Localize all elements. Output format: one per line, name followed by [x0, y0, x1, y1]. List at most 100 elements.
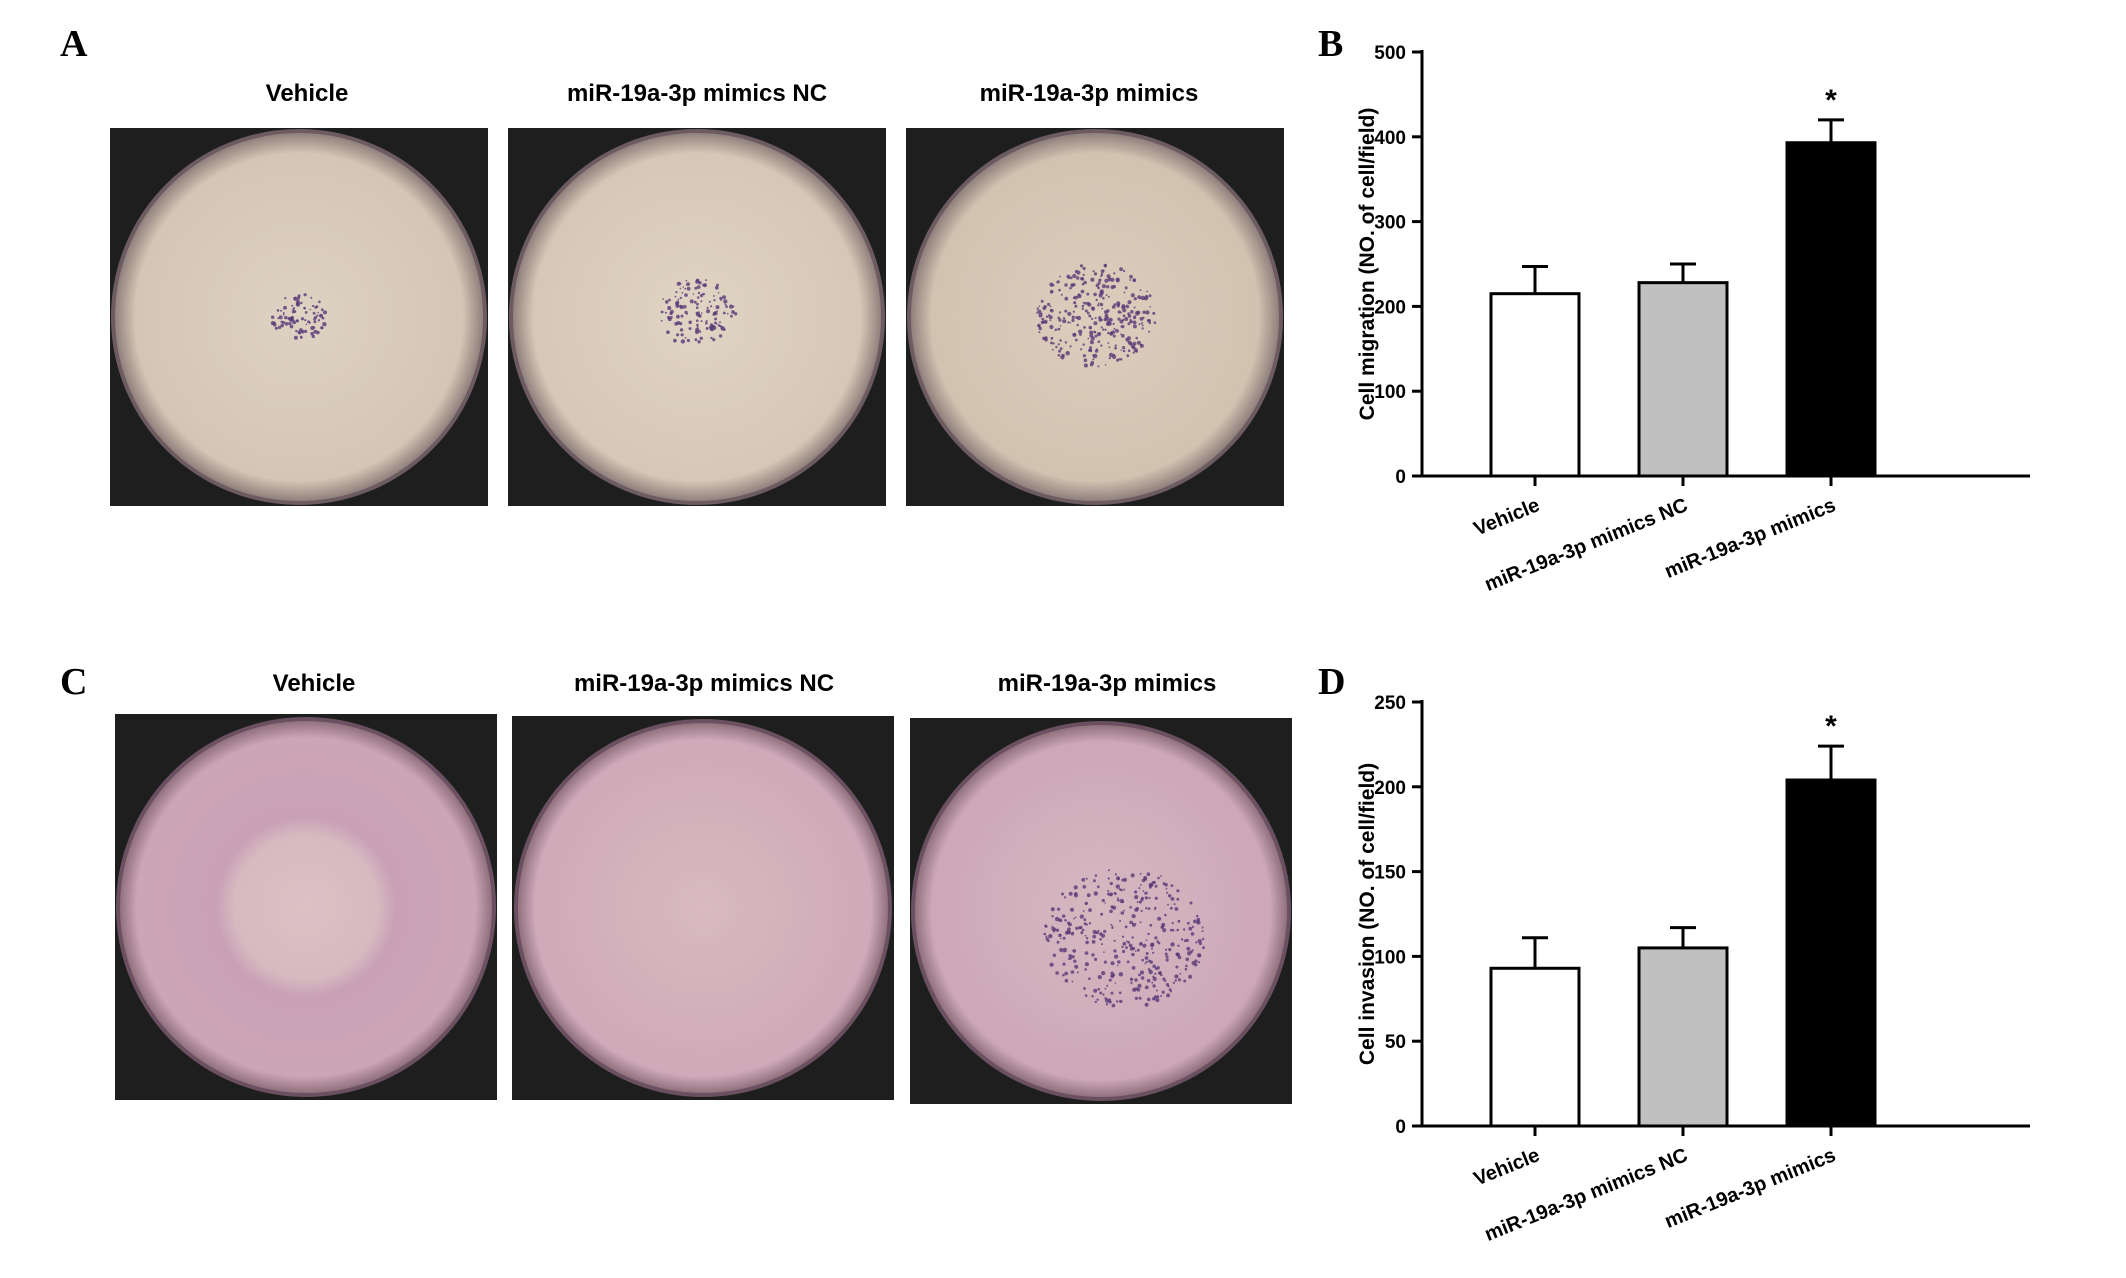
- stained-cell-dot: [1062, 319, 1067, 324]
- stained-cell-dot: [1128, 943, 1133, 948]
- stained-cell-dot: [1134, 923, 1137, 925]
- stained-cell-dot: [1100, 275, 1103, 278]
- stained-cell-dot: [1156, 940, 1159, 943]
- stained-cell-dot: [1113, 303, 1117, 306]
- stained-cell-dot: [1043, 932, 1046, 936]
- stained-cell-dot: [312, 326, 316, 329]
- stained-cell-dot: [713, 311, 718, 316]
- stained-cell-dot: [317, 319, 321, 322]
- stained-cell-dot: [1140, 909, 1143, 912]
- stained-cell-dot: [1059, 947, 1064, 953]
- stained-cell-dot: [719, 325, 721, 327]
- stained-cell-dot: [1130, 320, 1133, 324]
- stained-cell-dot: [1146, 978, 1151, 983]
- stained-cell-dot: [1132, 987, 1137, 992]
- stained-cell-dot: [1123, 269, 1126, 273]
- stained-cell-dot: [675, 291, 678, 294]
- stained-cell-dot: [1195, 941, 1198, 944]
- stained-cell-dot: [1124, 925, 1128, 929]
- stained-cell-dot: [1097, 304, 1100, 307]
- chart-b-significance-marker: *: [1825, 84, 1837, 117]
- stained-cell-dot: [1108, 352, 1114, 358]
- stained-cell-dot: [1153, 997, 1156, 1000]
- stained-cell-dot: [723, 299, 728, 304]
- stained-cell-dot: [1113, 939, 1116, 942]
- stained-cell-dot: [276, 309, 280, 312]
- stained-cell-dot: [1107, 877, 1110, 880]
- stained-cell-dot: [1130, 873, 1135, 878]
- stained-cell-dot: [1171, 928, 1175, 932]
- stained-cell-dot: [1074, 916, 1077, 918]
- stained-cell-dot: [1093, 272, 1098, 276]
- stained-cell-dot: [1131, 966, 1136, 970]
- stained-cell-dot: [1196, 920, 1201, 925]
- stained-cell-dot: [1125, 304, 1130, 309]
- stained-cell-dot: [304, 311, 308, 314]
- chart-d-y-tick-label: 100: [1374, 947, 1406, 968]
- stained-cell-dot: [1081, 304, 1085, 308]
- stained-cell-dot: [1042, 320, 1045, 324]
- stained-cell-dot: [284, 297, 287, 300]
- stained-cell-dot: [710, 336, 713, 340]
- stained-cell-dot: [1035, 312, 1038, 314]
- stained-cell-dot: [724, 303, 727, 306]
- stained-cell-dot: [1107, 892, 1110, 896]
- stained-cell-dot: [271, 315, 275, 319]
- stained-cell-dot: [1103, 317, 1108, 322]
- stained-cell-dot: [1142, 890, 1145, 892]
- stained-cell-dot: [1085, 877, 1088, 880]
- stained-cell-dot: [1132, 278, 1137, 282]
- stained-cell-dot: [1106, 984, 1109, 987]
- stained-cell-dot: [694, 329, 700, 335]
- stained-cell-dot: [1165, 955, 1169, 959]
- stained-cell-dot: [1116, 358, 1119, 362]
- stained-cell-dot: [1147, 319, 1151, 323]
- stained-cell-dot: [680, 333, 684, 337]
- transwell-dish-a-mimics: [907, 129, 1283, 505]
- stained-cell-dot: [1084, 901, 1088, 906]
- stained-cell-dot: [1139, 343, 1144, 348]
- stained-cell-dot: [1119, 920, 1122, 922]
- stained-cell-dot: [1107, 295, 1110, 298]
- stained-cell-dot: [1157, 916, 1162, 921]
- stained-cell-dot: [1084, 951, 1089, 955]
- stained-cell-dot: [1184, 967, 1188, 971]
- stained-cell-dot: [292, 307, 296, 310]
- stained-cell-dot: [310, 296, 313, 299]
- stained-cell-dot: [1094, 874, 1098, 877]
- stained-cell-dot: [1097, 987, 1100, 991]
- stained-cell-dot: [321, 327, 324, 330]
- stained-cell-dot: [1105, 294, 1108, 296]
- stained-cell-dot: [1079, 333, 1082, 336]
- stained-cell-dot: [1082, 266, 1086, 271]
- stained-cell-dot: [1168, 894, 1172, 898]
- stained-cell-dot: [284, 321, 289, 326]
- panel-letter-d: D: [1318, 661, 1346, 703]
- stained-cell-dot: [1185, 938, 1189, 942]
- stained-cell-dot: [1107, 321, 1112, 326]
- stained-cell-dot: [1197, 939, 1202, 944]
- chart-b-bar-0: [1489, 292, 1581, 478]
- stained-cell-dot: [1144, 985, 1149, 990]
- stained-cell-dot: [1183, 979, 1187, 983]
- stained-cell-dot: [688, 320, 692, 325]
- stained-cell-dot: [667, 315, 671, 320]
- stained-cell-dot: [1095, 283, 1099, 288]
- stained-cell-dot: [312, 304, 315, 308]
- stained-cell-dot: [1062, 317, 1065, 319]
- stained-cell-dot: [1165, 958, 1169, 962]
- stained-cell-dot: [1104, 328, 1107, 331]
- stained-cell-dot: [1146, 872, 1151, 876]
- stained-cell-dot: [1170, 942, 1175, 947]
- stained-cell-dot: [1129, 318, 1132, 321]
- stained-cell-dot: [1197, 961, 1201, 964]
- stained-cell-dot: [1119, 319, 1124, 324]
- stained-cell-dot: [1173, 903, 1176, 906]
- stained-cell-dot: [1095, 348, 1099, 351]
- stained-cell-dot: [660, 310, 664, 314]
- stained-cell-dot: [1101, 971, 1106, 976]
- stained-cell-dot: [1109, 909, 1113, 914]
- stained-cell-dot: [1144, 896, 1148, 900]
- stained-cell-dot: [1067, 311, 1072, 316]
- stained-cell-dot: [1132, 320, 1137, 325]
